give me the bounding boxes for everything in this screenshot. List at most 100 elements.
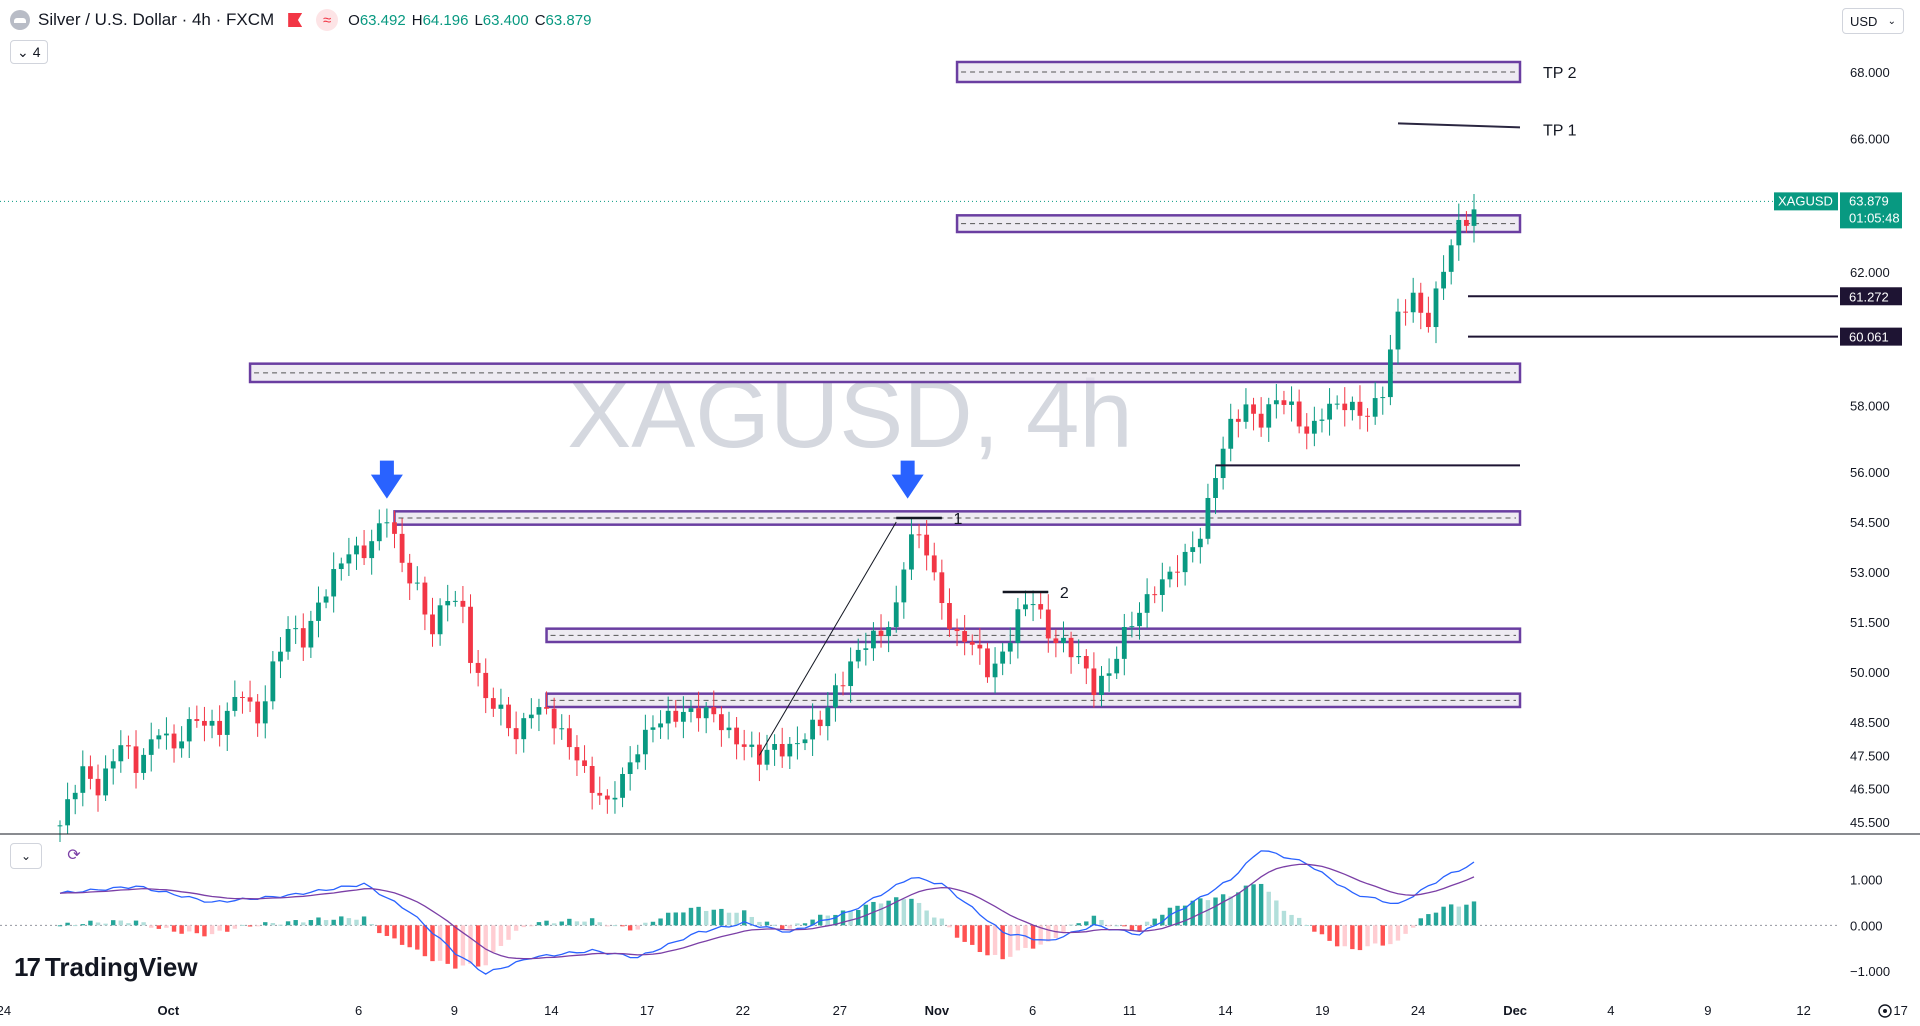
zone-box xyxy=(955,214,1522,234)
macd-histogram-bar xyxy=(620,925,625,927)
candle-body xyxy=(1228,418,1234,449)
macd-tick: −1.000 xyxy=(1850,964,1890,979)
candle-body xyxy=(749,744,755,747)
candle-body xyxy=(262,701,268,724)
tradingview-logo[interactable]: 17 TradingView xyxy=(14,952,198,983)
refresh-icon: ⟳ xyxy=(67,847,81,864)
chevron-down-icon: ⌄ xyxy=(17,43,29,60)
price-tick: 51.500 xyxy=(1850,615,1890,630)
macd-histogram-bar xyxy=(1448,904,1454,926)
candle-body xyxy=(1182,551,1188,573)
candle-body xyxy=(1387,349,1393,398)
macd-histogram-bar xyxy=(605,925,610,927)
candle-body xyxy=(962,631,968,642)
candle-body xyxy=(612,797,618,800)
brand-name: TradingView xyxy=(44,952,198,982)
macd-histogram-bar xyxy=(202,925,207,937)
collapse-pane-button[interactable]: ⌄ xyxy=(10,843,42,869)
price-tick: 56.000 xyxy=(1850,465,1890,480)
macd-histogram-bar xyxy=(985,925,990,956)
macd-histogram-bar xyxy=(741,910,747,926)
candle-body xyxy=(916,534,922,536)
candle-body xyxy=(1007,642,1013,652)
macd-histogram-bar xyxy=(384,925,390,936)
macd-histogram-bar xyxy=(491,925,496,953)
candle-body xyxy=(909,534,914,570)
candle-body xyxy=(1205,497,1211,539)
macd-histogram-bar xyxy=(848,910,853,926)
candle-body xyxy=(293,628,299,630)
macd-histogram-bar xyxy=(301,922,306,926)
macd-histogram-bar xyxy=(567,918,572,926)
collapse-indicators-button[interactable]: ⌄ 4 xyxy=(10,40,48,64)
level-tag-bg xyxy=(1840,287,1902,306)
price-tick: 46.500 xyxy=(1850,782,1890,797)
candle-body xyxy=(1471,209,1477,226)
macd-histogram-bar xyxy=(156,925,162,929)
time-tick: 27 xyxy=(833,1003,847,1018)
macd-histogram-bar xyxy=(780,925,785,930)
candle-body xyxy=(1311,420,1317,434)
macd-histogram-bar xyxy=(179,925,184,934)
macd-histogram-bar xyxy=(149,925,154,928)
macd-histogram-bar xyxy=(194,925,200,934)
candle-body xyxy=(430,614,435,635)
candle-body xyxy=(118,745,124,762)
macd-histogram-bar xyxy=(840,910,846,926)
candle-body xyxy=(1304,426,1310,434)
macd-histogram-bar xyxy=(232,925,238,929)
macd-histogram-bar xyxy=(263,922,268,926)
macd-histogram-bar xyxy=(703,910,709,926)
candle-body xyxy=(589,766,595,793)
flag-icon[interactable] xyxy=(288,13,303,27)
macd-histogram-bar xyxy=(833,914,838,926)
candle-body xyxy=(1327,403,1332,420)
macd-histogram-bar xyxy=(346,918,352,926)
candle-body xyxy=(772,744,778,750)
candle-body xyxy=(977,644,983,649)
candle-body xyxy=(285,628,291,652)
macd-histogram-bar xyxy=(133,920,139,926)
candle-body xyxy=(650,727,656,730)
candle-body xyxy=(1137,612,1142,627)
macd-histogram-bar xyxy=(924,910,929,926)
macd-histogram-bar xyxy=(757,921,762,926)
macd-histogram-bar xyxy=(171,925,177,932)
macd-histogram-bar xyxy=(270,923,276,926)
macd-histogram-bar xyxy=(551,923,557,926)
macd-histogram-bar xyxy=(764,921,770,926)
macd-histogram-bar xyxy=(772,924,777,926)
macd-histogram-bar xyxy=(88,920,93,926)
macd-histogram-bar xyxy=(1281,910,1287,926)
macd-histogram-bar xyxy=(483,925,488,966)
time-tick: 22 xyxy=(736,1003,750,1018)
candle-body xyxy=(1258,413,1264,428)
arrow-down-icon xyxy=(891,460,924,499)
macd-histogram-bar xyxy=(1137,925,1142,932)
candle-body xyxy=(848,661,854,687)
macd-histogram-bar xyxy=(1319,925,1325,935)
candle-body xyxy=(202,720,207,726)
macd-histogram-bar xyxy=(255,925,260,927)
macd-histogram-bar xyxy=(574,921,580,926)
candle-body xyxy=(1076,656,1082,658)
candle-body xyxy=(217,720,223,735)
refresh-indicator-button[interactable]: ⟳ xyxy=(62,843,86,867)
currency-select[interactable]: USD ⌄ xyxy=(1842,8,1904,34)
candle-body xyxy=(1273,400,1279,405)
zone-box xyxy=(955,60,1522,84)
macd-histogram-bar xyxy=(392,925,397,939)
macd-histogram-bar xyxy=(749,916,754,926)
macd-histogram-bar xyxy=(643,922,648,926)
macd-histogram-bar xyxy=(73,925,78,927)
countdown-tag: 01:05:48 xyxy=(1849,210,1900,225)
indicator-wave-icon[interactable]: ≈ xyxy=(316,9,339,31)
symbol-title[interactable]: Silver / U.S. Dollar · 4h · FXCM xyxy=(38,10,275,29)
macd-histogram-bar xyxy=(126,923,131,926)
macd-histogram-bar xyxy=(1175,905,1180,926)
macd-histogram-bar xyxy=(939,918,945,926)
settings-gear-icon[interactable] xyxy=(1878,1004,1892,1018)
candle-body xyxy=(414,582,420,584)
time-tick: Oct xyxy=(157,1003,179,1018)
